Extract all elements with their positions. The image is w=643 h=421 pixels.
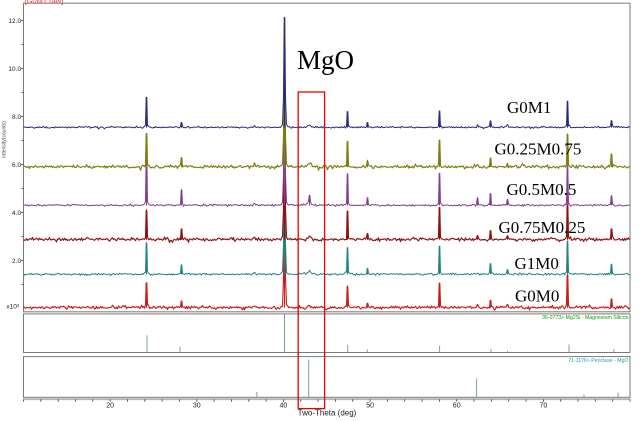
svg-text:Two-Theta (deg): Two-Theta (deg) xyxy=(298,409,357,418)
svg-text:8.0: 8.0 xyxy=(12,114,21,121)
svg-text:x10³: x10³ xyxy=(6,304,19,311)
svg-text:71-1176> Periclase - MgO: 71-1176> Periclase - MgO xyxy=(568,358,628,364)
svg-text:Intensity(counts): Intensity(counts) xyxy=(2,121,8,158)
svg-text:G0.75M0.25: G0.75M0.25 xyxy=(499,218,586,237)
svg-text:G0.25M0.75: G0.25M0.75 xyxy=(495,140,582,159)
svg-text:30: 30 xyxy=(193,403,201,410)
svg-text:40: 40 xyxy=(280,403,288,410)
svg-text:36-0773> Mg2Si - Magnesium Sil: 36-0773> Mg2Si - Magnesium Silicon xyxy=(542,315,628,321)
svg-text:MgO: MgO xyxy=(297,45,354,75)
svg-text:6.0: 6.0 xyxy=(12,162,21,169)
svg-text:20: 20 xyxy=(106,403,114,410)
svg-text:G0M1: G0M1 xyxy=(507,98,551,117)
svg-text:4.0: 4.0 xyxy=(12,210,21,217)
svg-text:50: 50 xyxy=(366,403,374,410)
svg-text:G0.5M0.5: G0.5M0.5 xyxy=(507,180,577,199)
svg-text:2.0: 2.0 xyxy=(12,258,21,265)
svg-text:70: 70 xyxy=(540,403,548,410)
svg-text:[G0M1.raw]: [G0M1.raw] xyxy=(25,0,64,5)
svg-text:G0M0: G0M0 xyxy=(515,286,559,305)
svg-text:60: 60 xyxy=(453,403,461,410)
svg-text:12.0: 12.0 xyxy=(8,18,21,25)
svg-text:G1M0: G1M0 xyxy=(515,254,559,273)
svg-text:10.0: 10.0 xyxy=(8,66,21,73)
